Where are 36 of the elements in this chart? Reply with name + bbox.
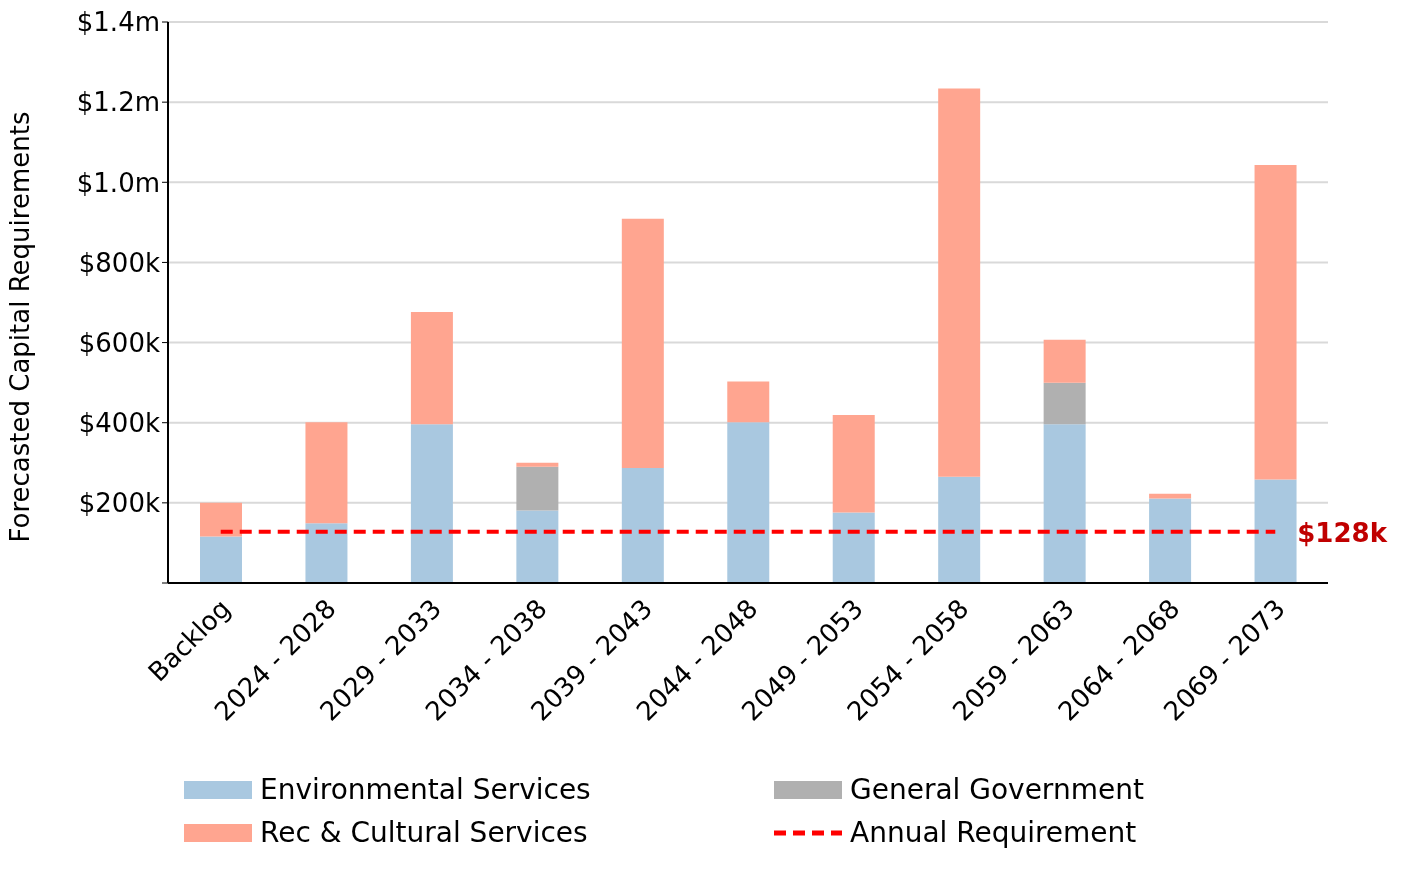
bar bbox=[1254, 165, 1297, 480]
y-tick-label: $400k bbox=[78, 407, 160, 438]
legend-label: Annual Requirement bbox=[850, 816, 1137, 849]
bar bbox=[305, 523, 348, 583]
y-tick-label: $1.2m bbox=[76, 87, 160, 118]
bar bbox=[305, 422, 348, 524]
bar bbox=[832, 415, 875, 513]
bar bbox=[621, 468, 664, 583]
legend-label: Rec & Cultural Services bbox=[260, 816, 588, 849]
bar bbox=[200, 536, 242, 583]
bar bbox=[727, 381, 770, 423]
bar bbox=[727, 422, 770, 583]
bar bbox=[1043, 339, 1086, 383]
y-tick-label: $800k bbox=[78, 247, 160, 278]
y-axis-title: Forecasted Capital Requirements bbox=[5, 111, 36, 543]
bar bbox=[621, 218, 664, 468]
legend-label: Environmental Services bbox=[260, 773, 591, 806]
bar bbox=[200, 502, 242, 537]
bar bbox=[1149, 498, 1192, 583]
bar bbox=[410, 424, 453, 583]
bar bbox=[1043, 382, 1086, 425]
y-tick-label: $1.0m bbox=[76, 167, 160, 198]
bar bbox=[832, 512, 875, 583]
y-tick-label: $600k bbox=[78, 327, 160, 358]
legend-label: General Government bbox=[850, 773, 1144, 806]
y-tick-label: $200k bbox=[78, 488, 160, 519]
bar bbox=[516, 462, 559, 467]
bar bbox=[410, 312, 453, 425]
y-tick-label: $1.4m bbox=[76, 7, 160, 38]
bar bbox=[516, 466, 559, 511]
bar bbox=[516, 510, 559, 583]
bar bbox=[938, 88, 981, 477]
bar bbox=[1254, 479, 1297, 583]
bar bbox=[938, 476, 981, 583]
data-label: $128k bbox=[1297, 517, 1388, 548]
bar bbox=[1043, 424, 1086, 583]
